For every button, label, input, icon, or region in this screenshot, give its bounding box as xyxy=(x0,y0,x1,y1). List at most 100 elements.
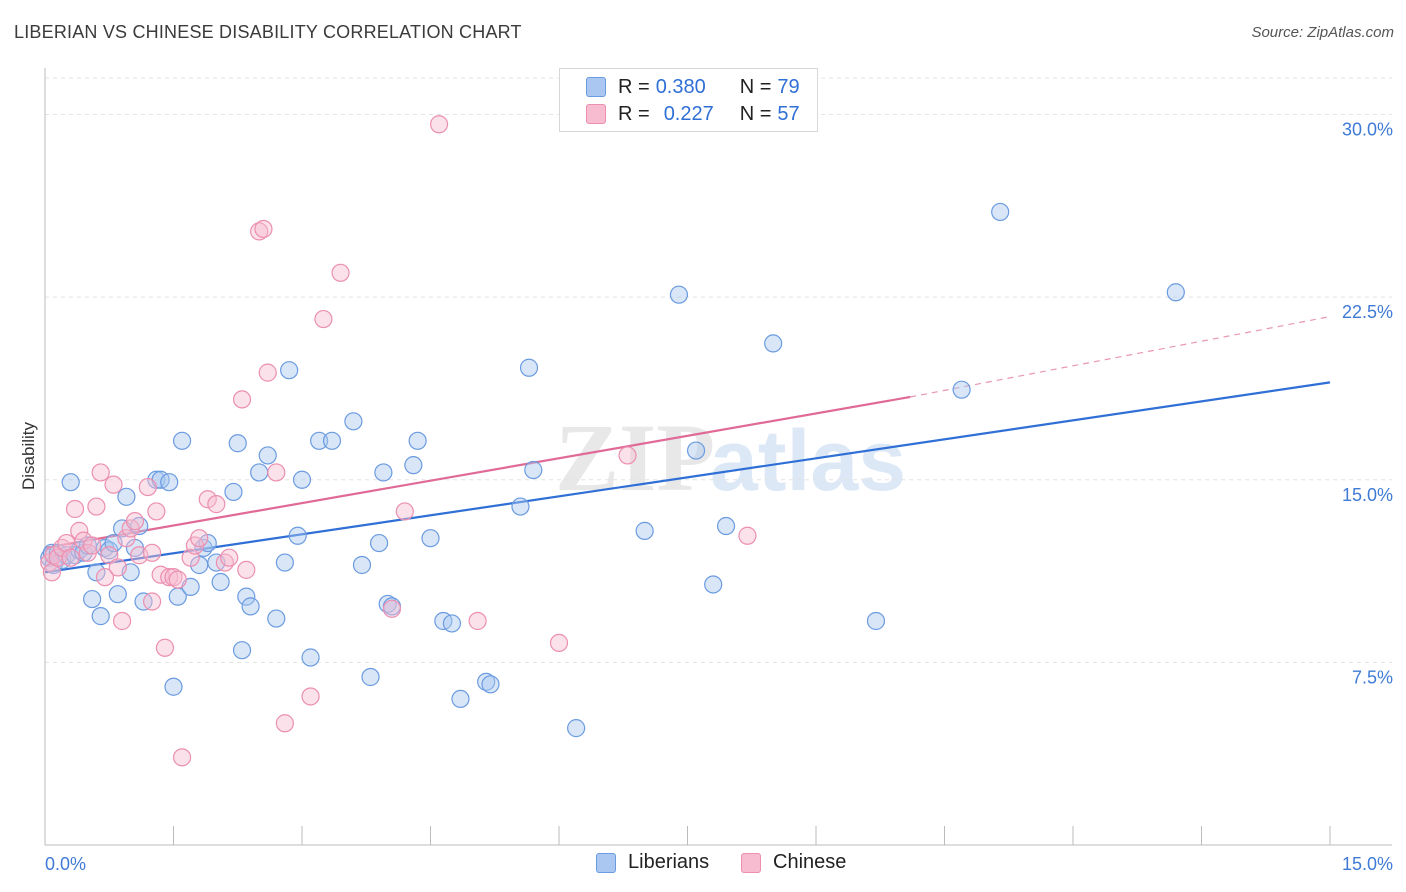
liberians-point xyxy=(481,675,500,694)
chinese-point xyxy=(104,475,123,494)
liberians-point xyxy=(83,589,102,609)
legend-row-liberians: R = 0.380 N = 79 xyxy=(586,75,800,99)
bottom-legend-chinese-label: Chinese xyxy=(773,851,847,873)
liberians-point xyxy=(408,431,427,450)
legend-row-chinese: R = 0.227 N = 57 xyxy=(586,102,800,126)
liberians-point xyxy=(952,380,971,399)
chinese-point xyxy=(314,309,333,329)
watermark-atlas: atlas xyxy=(710,413,906,509)
legend-n-label: N = xyxy=(739,102,772,125)
liberians-point xyxy=(686,441,706,460)
liberians-point xyxy=(172,431,192,450)
chinese-swatch xyxy=(586,104,606,124)
chinese-point xyxy=(395,502,414,521)
legend-n-label: N = xyxy=(739,75,772,98)
legend: R = 0.380 N = 79 R = 0.227 N = 57 xyxy=(559,68,818,132)
liberians-point xyxy=(421,529,440,548)
liberians-point xyxy=(322,431,342,450)
chinese-point xyxy=(207,495,226,514)
chinese-point xyxy=(198,490,217,509)
liberians-point xyxy=(241,597,260,616)
chinese-point xyxy=(91,463,110,482)
chinese-point xyxy=(258,363,277,382)
chinese-point xyxy=(117,529,136,548)
chinese-point xyxy=(468,611,487,631)
chinese-point xyxy=(549,633,569,653)
chinese-point xyxy=(172,748,192,767)
bottom-legend-chinese: Chinese xyxy=(741,851,846,874)
liberians-point xyxy=(374,463,393,482)
liberians-point xyxy=(224,482,243,502)
liberians-point xyxy=(301,648,320,667)
liberians-point xyxy=(237,587,256,606)
liberians-point xyxy=(275,553,294,572)
liberians-point xyxy=(258,446,277,465)
chinese-point xyxy=(190,529,209,548)
liberians-point xyxy=(1166,283,1185,302)
liberians-point xyxy=(87,563,106,582)
liberians-point xyxy=(361,667,380,687)
liberians-point xyxy=(352,555,372,575)
legend-n-value: 57 xyxy=(777,102,800,125)
chinese-point xyxy=(220,548,239,567)
chinese-point xyxy=(168,570,187,589)
chinese-point xyxy=(155,638,175,657)
chinese-point xyxy=(112,611,132,631)
chinese-point xyxy=(65,499,85,519)
liberians-point xyxy=(228,434,247,453)
chinese-point xyxy=(142,543,162,562)
bottom-legend-liberians: Liberians xyxy=(596,851,709,874)
legend-r-label: R = xyxy=(618,75,650,98)
liberians-point xyxy=(310,431,329,450)
bottom-legend-liberians-label: Liberians xyxy=(628,851,710,873)
chinese-point xyxy=(61,548,80,567)
chart-title: LIBERIAN VS CHINESE DISABILITY CORRELATI… xyxy=(14,22,522,42)
liberians-point xyxy=(232,641,252,660)
chinese-point xyxy=(87,497,106,516)
liberians-point xyxy=(108,585,127,604)
liberians-trend-line xyxy=(44,381,1331,574)
liberians-point xyxy=(451,689,470,709)
liberians-point xyxy=(61,473,80,492)
chinese-point xyxy=(429,115,449,134)
chinese-trend-line xyxy=(44,395,911,550)
liberians-point xyxy=(511,497,530,516)
liberians-point xyxy=(716,516,736,536)
liberians-point xyxy=(370,533,389,553)
x-tick-label-max: 15.0% xyxy=(1342,854,1393,874)
data-points xyxy=(40,115,1185,767)
liberians-point xyxy=(344,412,363,431)
liberians-point xyxy=(442,614,462,633)
trend-lines xyxy=(44,316,1331,574)
liberians-point xyxy=(292,470,312,489)
liberians-point xyxy=(160,473,179,492)
y-tick-label: 22.5% xyxy=(1342,302,1393,322)
chinese-point xyxy=(108,558,127,577)
chinese-point xyxy=(95,568,115,587)
chinese-point xyxy=(331,263,350,282)
liberians-point xyxy=(519,358,539,377)
liberians-swatch xyxy=(586,77,606,97)
chinese-point xyxy=(237,560,256,579)
liberians-swatch xyxy=(596,852,616,873)
chinese-point xyxy=(48,548,67,567)
legend-r-label: R = xyxy=(618,102,650,125)
tick-labels: 7.5% 15.0% 22.5% 30.0% 0.0% 15.0% xyxy=(45,120,1393,874)
liberians-point xyxy=(635,521,654,540)
chinese-trend-line-extension xyxy=(910,316,1331,398)
liberians-point xyxy=(117,487,136,506)
watermark: ZIP atlas xyxy=(555,404,906,511)
chinese-point xyxy=(83,536,102,555)
liberians-point xyxy=(404,456,423,475)
chinese-point xyxy=(738,526,757,545)
x-tick-label-min: 0.0% xyxy=(45,854,86,874)
chinese-point xyxy=(254,219,273,239)
liberians-point xyxy=(91,607,110,626)
chinese-point xyxy=(125,512,145,531)
liberians-point xyxy=(991,202,1010,222)
chinese-point xyxy=(138,477,157,497)
liberians-point xyxy=(567,719,586,738)
chinese-swatch xyxy=(741,852,761,873)
chinese-point xyxy=(70,521,89,540)
liberians-point xyxy=(704,575,723,594)
